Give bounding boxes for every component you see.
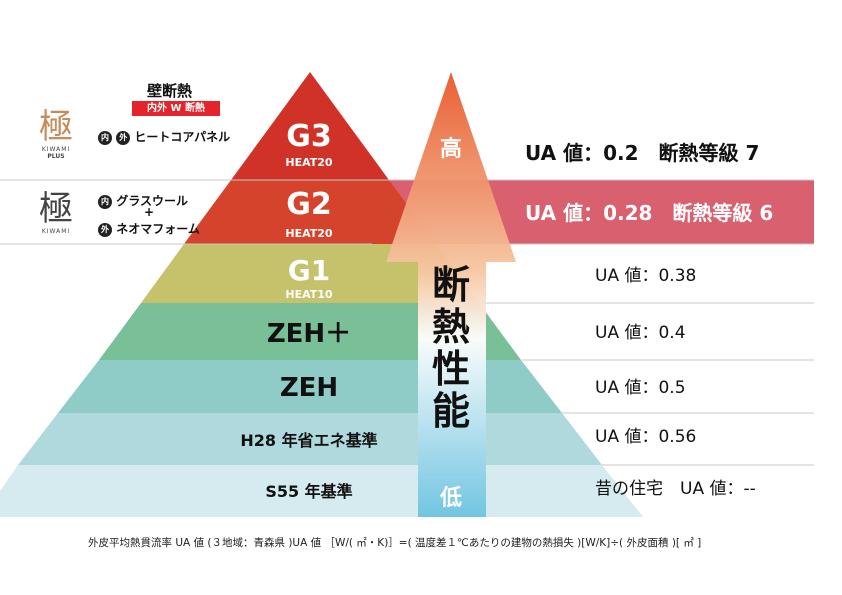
value-zeh-plus: UA 値：0.4	[595, 323, 686, 343]
value-g2: UA 値：0.28 断熱等級 6	[525, 201, 773, 225]
kiwami-logo: 極 KIWAMI	[34, 190, 78, 235]
mark-inner: 内	[98, 130, 112, 145]
tier-g2-shape	[184, 180, 436, 244]
wall-row-1: 内 外 ヒートコアパネル	[98, 128, 230, 145]
glass-wool-text: グラスウール	[116, 194, 188, 208]
wall-row-2-inner: 内 グラスウール	[98, 192, 188, 209]
row-separators	[0, 179, 814, 466]
arrow-label-char: 断	[432, 263, 470, 307]
tier-label-zeh: ZEH	[280, 373, 338, 403]
value-g3: UA 値：0.2 断熱等級 7	[525, 141, 759, 165]
footnote: 外皮平均熱貫流率 UA 値 (３地域：青森県 )UA 値 ［W/( ㎡・K)］=…	[88, 536, 701, 549]
arrow-high-label: 高	[440, 136, 462, 162]
tier-g3	[231, 72, 389, 180]
heat-core-panel-text: ヒートコアパネル	[134, 130, 231, 144]
mark-outer-2: 外	[98, 222, 112, 237]
kiwami-plus-text: PLUS	[47, 153, 65, 160]
value-s55: 昔の住宅 UA 値：--	[595, 479, 756, 499]
mark-inner-2: 内	[98, 194, 112, 209]
performance-arrow	[386, 72, 516, 517]
wall-row-2-plus: +	[144, 205, 155, 219]
tier-label-h28: H28 年省エネ基準	[240, 431, 377, 450]
neoma-foam-text: ネオマフォーム	[116, 222, 200, 236]
arrow-label-char: 熱	[432, 305, 470, 349]
arrow-label-char: 能	[432, 389, 470, 433]
kiwami-plus-logo: 極 KIWAMI PLUS	[34, 108, 78, 160]
wall-row-2-outer: 外 ネオマフォーム	[98, 220, 200, 237]
tier-sub-g1: HEAT10	[285, 288, 333, 301]
tier-zeh-plus	[99, 303, 521, 360]
value-zeh: UA 値：0.5	[595, 378, 686, 398]
tier-label-g1: G1	[288, 254, 330, 287]
value-h28: UA 値：0.56	[595, 427, 696, 447]
tier-sub-g3: HEAT20	[285, 156, 333, 169]
tier-label-g3: G3	[286, 119, 332, 154]
tier-sub-g2: HEAT20	[285, 227, 333, 240]
kiwami-kanji-2: 極	[39, 189, 73, 229]
kiwami-sub: KIWAMI	[41, 146, 71, 153]
value-g1: UA 値：0.38	[595, 266, 696, 286]
arrow-vertical-label: 断 熱 性 能	[432, 263, 470, 433]
tier-label-s55: S55 年基準	[265, 482, 352, 501]
arrow-low-label: 低	[439, 486, 462, 511]
wall-badge: 内外 W 断熱	[132, 101, 220, 116]
wall-title: 壁断熱	[147, 82, 193, 100]
tier-label-g2: G2	[286, 187, 332, 222]
arrow-label-char: 性	[432, 347, 470, 391]
mark-outer: 外	[116, 130, 131, 145]
kiwami-kanji: 極	[39, 107, 73, 147]
kiwami-sub-2: KIWAMI	[41, 228, 71, 235]
tier-label-zeh-plus: ZEH＋	[267, 319, 351, 349]
